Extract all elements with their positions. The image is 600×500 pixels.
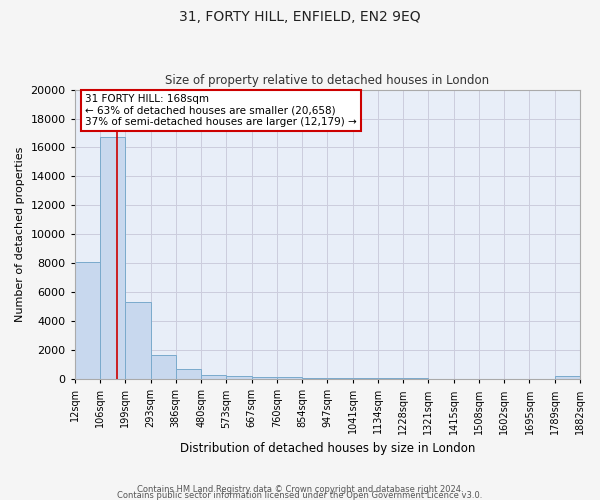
- Bar: [75, 262, 100, 379]
- Text: Contains HM Land Registry data © Crown copyright and database right 2024.: Contains HM Land Registry data © Crown c…: [137, 485, 463, 494]
- Bar: [201, 375, 226, 379]
- Bar: [555, 376, 580, 379]
- Bar: [125, 302, 151, 379]
- Bar: [353, 378, 378, 379]
- Title: Size of property relative to detached houses in London: Size of property relative to detached ho…: [165, 74, 490, 87]
- Text: Contains public sector information licensed under the Open Government Licence v3: Contains public sector information licen…: [118, 491, 482, 500]
- Text: 31 FORTY HILL: 168sqm
← 63% of detached houses are smaller (20,658)
37% of semi-: 31 FORTY HILL: 168sqm ← 63% of detached …: [85, 94, 356, 127]
- Bar: [100, 138, 125, 379]
- Bar: [378, 378, 403, 379]
- X-axis label: Distribution of detached houses by size in London: Distribution of detached houses by size …: [179, 442, 475, 455]
- Bar: [403, 378, 428, 379]
- Bar: [176, 369, 201, 379]
- Bar: [226, 376, 251, 379]
- Bar: [277, 378, 302, 379]
- Bar: [151, 354, 176, 379]
- Y-axis label: Number of detached properties: Number of detached properties: [15, 146, 25, 322]
- Bar: [454, 378, 479, 379]
- Bar: [428, 378, 454, 379]
- Bar: [251, 376, 277, 379]
- Bar: [328, 378, 353, 379]
- Bar: [302, 378, 328, 379]
- Text: 31, FORTY HILL, ENFIELD, EN2 9EQ: 31, FORTY HILL, ENFIELD, EN2 9EQ: [179, 10, 421, 24]
